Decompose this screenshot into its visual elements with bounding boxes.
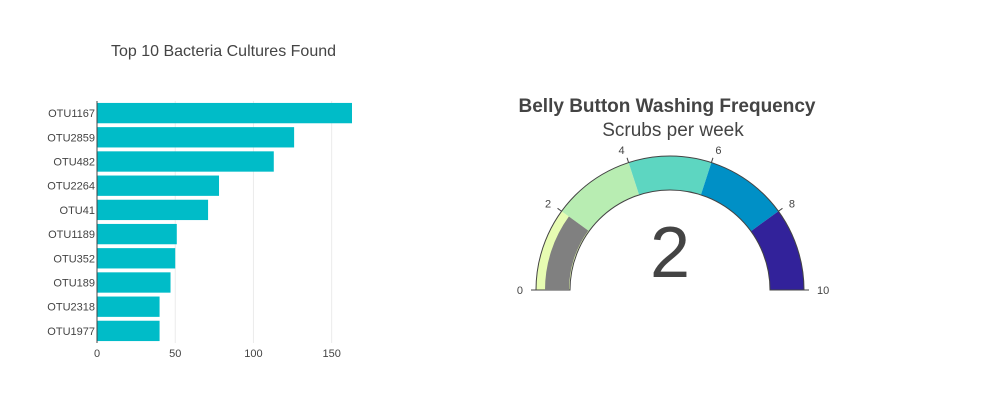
y-tick-label: OTU2318 xyxy=(47,302,95,314)
bar-chart: Top 10 Bacteria Cultures Found OTU1167OT… xyxy=(47,43,352,360)
gauge-steps xyxy=(535,155,805,291)
bar[interactable] xyxy=(97,248,176,269)
y-tick-label: OTU41 xyxy=(60,205,95,217)
gauge-tick-mark xyxy=(778,207,783,212)
x-tick-label: 100 xyxy=(244,348,262,360)
bar[interactable] xyxy=(97,320,160,342)
bar[interactable] xyxy=(97,175,220,196)
y-tick-label: OTU352 xyxy=(53,253,95,265)
x-tick-label: 0 xyxy=(94,348,100,360)
gauge-tick-label: 8 xyxy=(789,199,795,211)
y-tick-label: OTU1167 xyxy=(48,108,95,120)
bar[interactable] xyxy=(97,199,209,221)
gauge-title: Belly Button Washing Frequency xyxy=(519,96,816,117)
y-tick-label: OTU1977 xyxy=(47,326,95,338)
y-tick-label: OTU2264 xyxy=(47,181,95,193)
gauge-value: 2 xyxy=(650,213,690,293)
gauge-chart: Belly Button Washing Frequency Scrubs pe… xyxy=(517,96,829,297)
bar-chart-x-tick-labels: 0 50 100 150 xyxy=(94,348,341,360)
x-tick-label: 150 xyxy=(322,348,340,360)
gauge-step xyxy=(750,211,804,290)
gauge-value-bar xyxy=(545,216,589,290)
gauge-tick-label: 4 xyxy=(618,145,624,157)
gauge-step xyxy=(561,162,640,232)
gauge-tick-label: 10 xyxy=(817,285,829,297)
bar[interactable] xyxy=(97,102,352,124)
bar[interactable] xyxy=(97,151,274,172)
gauge-tick-label: 6 xyxy=(715,145,721,157)
gauge-outline xyxy=(535,155,805,291)
bar[interactable] xyxy=(97,272,171,293)
gauge-tick-mark xyxy=(557,207,562,212)
gauge-tick-label: 0 xyxy=(517,285,523,297)
bar-chart-bars xyxy=(96,101,352,343)
x-tick-label: 50 xyxy=(169,348,181,360)
gauge-step xyxy=(700,162,779,232)
gauge-tick-mark xyxy=(626,157,630,163)
gauge-step xyxy=(628,156,712,195)
gauge-tick-label: 2 xyxy=(545,199,551,211)
bar-chart-title: Top 10 Bacteria Cultures Found xyxy=(111,43,336,60)
gauge-tick-mark xyxy=(710,157,714,163)
bar[interactable] xyxy=(97,127,295,148)
bar[interactable] xyxy=(97,296,160,317)
bar[interactable] xyxy=(97,223,177,245)
y-tick-label: OTU189 xyxy=(53,278,95,290)
gauge-subtitle: Scrubs per week xyxy=(602,120,744,141)
bar-chart-y-tick-labels: OTU1167 OTU2859 OTU482 OTU2264 OTU41 OTU1189 O… xyxy=(47,108,95,338)
y-tick-label: OTU482 xyxy=(53,157,95,169)
y-tick-label: OTU2859 xyxy=(47,132,95,144)
gauge-ticks: 0 2 4 6 8 10 xyxy=(517,145,829,297)
y-tick-label: OTU1189 xyxy=(48,229,95,241)
